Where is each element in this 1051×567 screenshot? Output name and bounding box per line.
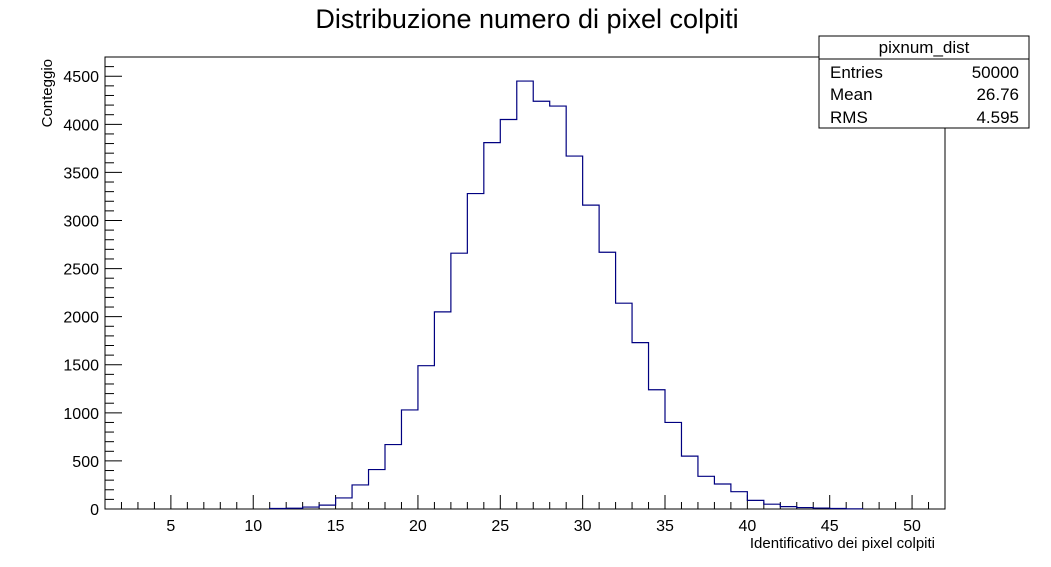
y-tick-label: 3000 [63,213,99,230]
x-tick-label: 25 [491,518,509,535]
x-axis-tick-labels: 5 10 15 20 25 30 35 40 45 50 [166,518,921,535]
stats-mean-value: 26.76 [976,85,1019,104]
histogram-series-line [269,80,864,510]
y-tick-label: 500 [72,454,99,471]
stats-rms-value: 4.595 [976,108,1019,127]
y-tick-label: 4500 [63,69,99,86]
x-tick-label: 30 [574,518,592,535]
y-tick-label: 1500 [63,358,99,375]
stats-rms-label: RMS [830,108,868,127]
x-tick-label: 20 [409,518,427,535]
y-tick-label: 0 [90,502,99,519]
stats-box-title: pixnum_dist [879,38,970,57]
x-tick-label: 10 [244,518,262,535]
y-axis-ticks [105,56,122,510]
y-tick-label: 4000 [63,117,99,134]
y-tick-label: 3500 [63,165,99,182]
y-axis-label: Conteggio [39,59,56,127]
x-axis-ticks [104,495,946,509]
y-axis-tick-labels: 0 500 1000 1500 2000 2500 3000 3500 4000 4500 [63,69,99,519]
x-tick-label: 40 [738,518,756,535]
y-tick-label: 2000 [63,310,99,327]
x-tick-label: 35 [656,518,674,535]
x-tick-label: 5 [166,518,175,535]
stats-box-frame [818,35,1030,129]
x-tick-label: 45 [821,518,839,535]
y-tick-label: 2500 [63,262,99,279]
stats-entries-value: 50000 [972,63,1019,82]
x-tick-label: 15 [327,518,345,535]
x-tick-label: 50 [903,518,921,535]
x-axis-label: Identificativo dei pixel colpiti [750,535,935,552]
chart-title: Distribuzione numero di pixel colpiti [315,4,738,34]
stats-entries-label: Entries [830,63,883,82]
stats-box: pixnum_dist Entries 50000 Mean 26.76 RMS… [818,35,1030,129]
stats-mean-label: Mean [830,85,873,104]
y-tick-label: 1000 [63,406,99,423]
plot-frame [104,56,946,510]
